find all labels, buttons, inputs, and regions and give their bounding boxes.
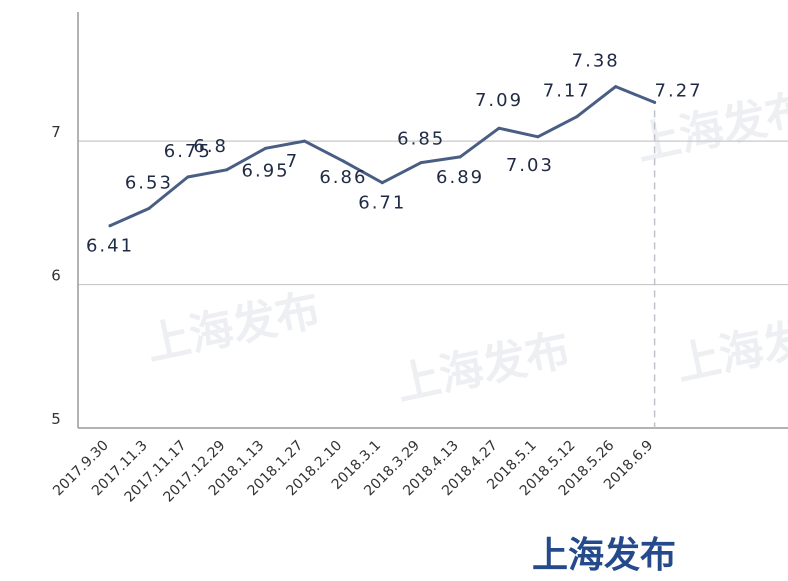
- data-label: 7: [286, 151, 299, 172]
- data-point: [575, 115, 579, 119]
- data-label: 6.53: [125, 173, 173, 194]
- data-label: 7.09: [475, 90, 523, 111]
- data-labels: 6.41 6.53 6.756.8 6.957 6.86 6.71 6.85 6.89 7.09…: [86, 51, 703, 257]
- data-point: [147, 207, 151, 211]
- watermark-text: 上海发布: [142, 284, 325, 370]
- data-point: [653, 100, 657, 104]
- data-label: 6.95: [242, 160, 290, 181]
- data-point: [303, 139, 306, 143]
- brand-logo: 上海发布: [532, 535, 677, 576]
- data-label: 6.41: [86, 236, 134, 257]
- data-point: [108, 224, 112, 228]
- grid: [78, 140, 788, 429]
- data-point: [419, 161, 423, 165]
- data-label: 6.75: [164, 141, 212, 162]
- axes: [77, 12, 656, 428]
- y-tick-label: 7: [51, 123, 61, 141]
- data-label: 7.38: [572, 51, 620, 72]
- data-label: 6.8: [193, 136, 228, 157]
- watermark-text: 上海发布: [672, 304, 788, 390]
- data-point: [380, 181, 384, 185]
- data-label: 6.89: [436, 167, 484, 188]
- data-point: [341, 159, 345, 163]
- data-point: [264, 146, 268, 150]
- data-point: [536, 135, 540, 139]
- watermark-text: 上海发布: [392, 324, 575, 410]
- data-label: 6.85: [397, 129, 445, 150]
- data-point: [458, 155, 462, 159]
- data-label: 7.17: [543, 81, 591, 102]
- data-label: 6.86: [319, 167, 367, 188]
- series: [108, 85, 657, 228]
- data-label: 7.27: [655, 80, 703, 101]
- data-point: [497, 126, 501, 130]
- data-label: 7.03: [506, 155, 554, 176]
- y-tick-label: 6: [51, 267, 61, 285]
- data-point: [614, 85, 618, 89]
- y-tick-label: 5: [51, 410, 61, 428]
- data-label: 6.71: [358, 193, 406, 214]
- data-point: [186, 175, 190, 179]
- y-tick-labels: 5 6 7: [51, 123, 61, 428]
- x-tick-labels: 2017.9.302017.11.32017.11.172017.12.2920…: [50, 437, 656, 505]
- data-point: [225, 168, 229, 172]
